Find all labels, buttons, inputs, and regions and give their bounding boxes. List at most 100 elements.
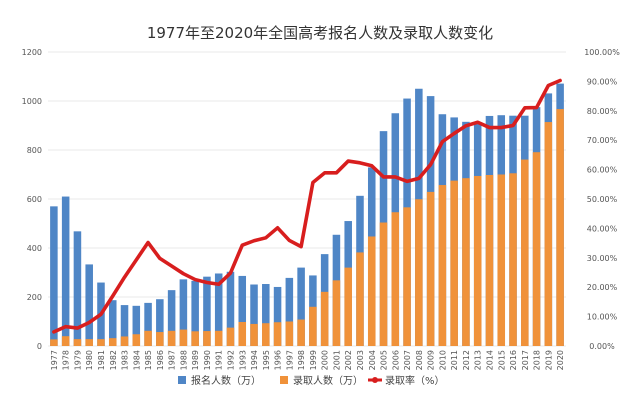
- bar-admitted: [273, 322, 282, 346]
- bar-admitted: [132, 334, 141, 346]
- x-tick-label: 1997: [285, 350, 294, 370]
- left-tick-label: 1200: [22, 48, 42, 57]
- bar-admitted: [521, 159, 529, 346]
- left-axis-ticks: 0 200 400 600 800 1000 1200: [22, 48, 42, 351]
- x-tick-label: 1980: [85, 350, 94, 370]
- x-tick-label: 1991: [215, 350, 224, 370]
- bar-admitted: [367, 236, 376, 346]
- bar-applicants: [156, 299, 164, 346]
- bar-admitted: [50, 339, 58, 346]
- bar-applicants: [226, 271, 235, 346]
- bar-admitted: [332, 280, 341, 346]
- legend-label: 录取率（%）: [385, 374, 445, 387]
- bar-admitted: [379, 222, 388, 346]
- x-tick-label: 2015: [497, 350, 506, 370]
- x-tick-label: 1996: [274, 350, 283, 370]
- right-tick-label: 10.00%: [587, 313, 618, 322]
- x-tick-label: 1985: [144, 350, 153, 370]
- x-tick-label: 2012: [462, 350, 471, 370]
- bar-admitted: [167, 330, 176, 346]
- x-tick-label: 2001: [332, 350, 341, 370]
- bar-admitted: [473, 175, 482, 346]
- bar-applicants: [85, 264, 93, 346]
- bar-applicants: [238, 275, 247, 346]
- left-tick-label: 0: [37, 342, 42, 351]
- bars-group: [50, 83, 564, 347]
- x-tick-label: 2014: [485, 350, 494, 370]
- x-tick-label: 1995: [262, 350, 271, 370]
- left-tick-label: 800: [27, 146, 42, 155]
- x-tick-label: 1978: [62, 350, 71, 370]
- bar-applicants: [120, 305, 129, 346]
- bar-applicants: [250, 284, 258, 346]
- x-tick-label: 1994: [250, 350, 259, 370]
- x-tick-label: 2005: [380, 350, 389, 370]
- bar-applicants: [167, 290, 176, 346]
- right-tick-label: 0.00%: [589, 342, 615, 351]
- bar-applicants: [297, 267, 305, 346]
- acceptance-rate-line-group: [52, 78, 562, 334]
- left-tick-label: 200: [27, 293, 42, 302]
- x-tick-label: 1998: [297, 350, 306, 370]
- bar-admitted: [544, 122, 553, 346]
- bar-admitted: [462, 178, 470, 346]
- bar-admitted: [438, 185, 447, 346]
- x-tick-label: 1992: [226, 350, 235, 370]
- bar-applicants: [285, 277, 294, 346]
- x-tick-label: 2007: [403, 350, 412, 370]
- bar-applicants: [203, 276, 211, 346]
- acceptance-rate-line: [52, 78, 562, 334]
- right-tick-label: 70.00%: [587, 136, 618, 145]
- right-tick-label: 90.00%: [587, 77, 618, 86]
- x-tick-label: 1986: [156, 350, 165, 370]
- legend-marker: [372, 377, 378, 383]
- bar-applicants: [273, 286, 282, 346]
- x-tick-label: 1999: [309, 350, 318, 370]
- bar-admitted: [120, 336, 129, 346]
- chart-title: 1977年至2020年全国高考报名人数及录取人数变化: [147, 24, 493, 42]
- bar-applicants: [108, 300, 117, 346]
- bar-applicants: [179, 279, 188, 346]
- bar-admitted: [485, 174, 494, 346]
- bar-admitted: [497, 174, 506, 346]
- bar-admitted: [226, 327, 235, 346]
- bar-applicants: [191, 280, 199, 346]
- bar-admitted: [250, 323, 258, 346]
- x-tick-label: 2000: [321, 350, 330, 370]
- x-axis-ticks: 1977 1978 1979 1980 1981 1982 1983 1984 1985 1986…: [50, 350, 565, 370]
- bar-admitted: [532, 152, 541, 346]
- left-tick-label: 1000: [22, 97, 42, 106]
- x-tick-label: 2017: [521, 350, 530, 370]
- right-tick-label: 20.00%: [587, 283, 618, 292]
- bar-admitted: [556, 109, 564, 347]
- bar-admitted: [73, 339, 82, 346]
- bar-admitted: [403, 207, 411, 346]
- bar-admitted: [426, 191, 435, 346]
- bar-admitted: [344, 267, 352, 346]
- bar-admitted: [97, 339, 105, 346]
- x-tick-label: 2018: [533, 350, 542, 370]
- gridlines: [48, 51, 566, 347]
- bar-applicants: [73, 231, 82, 346]
- bar-admitted: [85, 339, 93, 346]
- x-tick-label: 1979: [73, 350, 82, 370]
- bar-admitted: [238, 321, 247, 346]
- legend: 报名人数（万） 录取人数（万） 录取率（%）: [178, 374, 445, 387]
- x-tick-label: 2016: [509, 350, 518, 370]
- bar-admitted: [309, 306, 317, 346]
- bar-applicants: [262, 284, 270, 346]
- x-tick-label: 1981: [97, 350, 106, 370]
- x-tick-label: 2020: [556, 350, 565, 370]
- bar-admitted: [320, 291, 329, 346]
- left-tick-label: 600: [27, 195, 42, 204]
- bar-admitted: [203, 331, 211, 346]
- x-tick-label: 2002: [344, 350, 353, 370]
- right-tick-label: 60.00%: [587, 166, 618, 175]
- x-tick-label: 1988: [179, 350, 188, 370]
- bar-admitted: [285, 321, 294, 346]
- x-tick-label: 1982: [109, 350, 118, 370]
- right-tick-label: 50.00%: [587, 195, 618, 204]
- bar-admitted: [415, 199, 423, 346]
- bar-applicants: [61, 196, 70, 346]
